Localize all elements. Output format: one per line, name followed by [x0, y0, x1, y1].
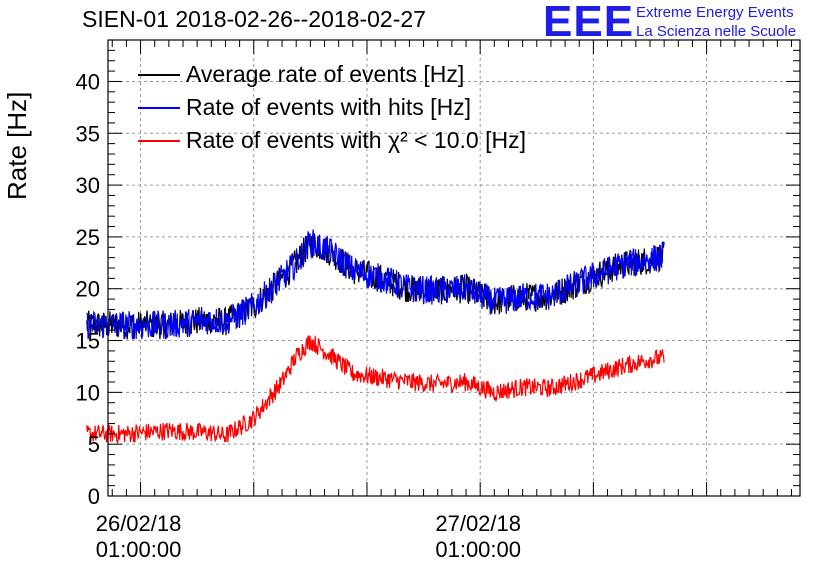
series-line-2	[86, 335, 665, 445]
legend-label-hits: Rate of events with hits [Hz]	[186, 94, 472, 120]
axes: 051015202530354026/02/1801:00:0027/02/18…	[76, 39, 801, 562]
legend-label-average: Average rate of events [Hz]	[186, 61, 465, 87]
legend-line-chi2	[138, 139, 180, 142]
y-tick-label-35: 35	[76, 121, 100, 146]
x-tick-date-1: 27/02/18	[435, 511, 521, 536]
legend-item-chi2: Rate of events with χ² < 10.0 [Hz]	[138, 124, 526, 157]
y-axis-label: Rate [Hz]	[2, 91, 32, 200]
y-tick-label-20: 20	[76, 277, 100, 302]
grid	[108, 40, 800, 496]
x-tick-date-0: 26/02/18	[96, 511, 182, 536]
eee-logo: EEE	[543, 0, 635, 46]
legend-label-chi2: Rate of events with χ² < 10.0 [Hz]	[186, 127, 526, 153]
y-tick-label-5: 5	[88, 432, 100, 457]
logo-line-2: La Scienza nelle Scuole	[636, 23, 797, 40]
series-layer	[86, 229, 665, 445]
logo-line-1: Extreme Energy Events	[636, 4, 794, 21]
legend-item-hits: Rate of events with hits [Hz]	[138, 91, 526, 124]
y-tick-label-0: 0	[88, 484, 100, 509]
y-tick-label-40: 40	[76, 69, 100, 94]
y-tick-label-25: 25	[76, 225, 100, 250]
y-tick-label-15: 15	[76, 329, 100, 354]
legend-line-hits	[138, 106, 180, 109]
eee-logo-text: Extreme Energy Events La Scienza nelle S…	[636, 3, 796, 41]
legend-line-average	[138, 73, 180, 76]
legend: Average rate of events [Hz] Rate of even…	[138, 58, 526, 157]
x-tick-time-1: 01:00:00	[435, 537, 521, 562]
x-tick-time-0: 01:00:00	[96, 537, 182, 562]
y-tick-label-10: 10	[76, 380, 100, 405]
chart-title: SIEN-01 2018-02-26--2018-02-27	[82, 6, 426, 32]
y-tick-label-30: 30	[76, 173, 100, 198]
series-line-1	[86, 229, 665, 340]
legend-item-average: Average rate of events [Hz]	[138, 58, 526, 91]
